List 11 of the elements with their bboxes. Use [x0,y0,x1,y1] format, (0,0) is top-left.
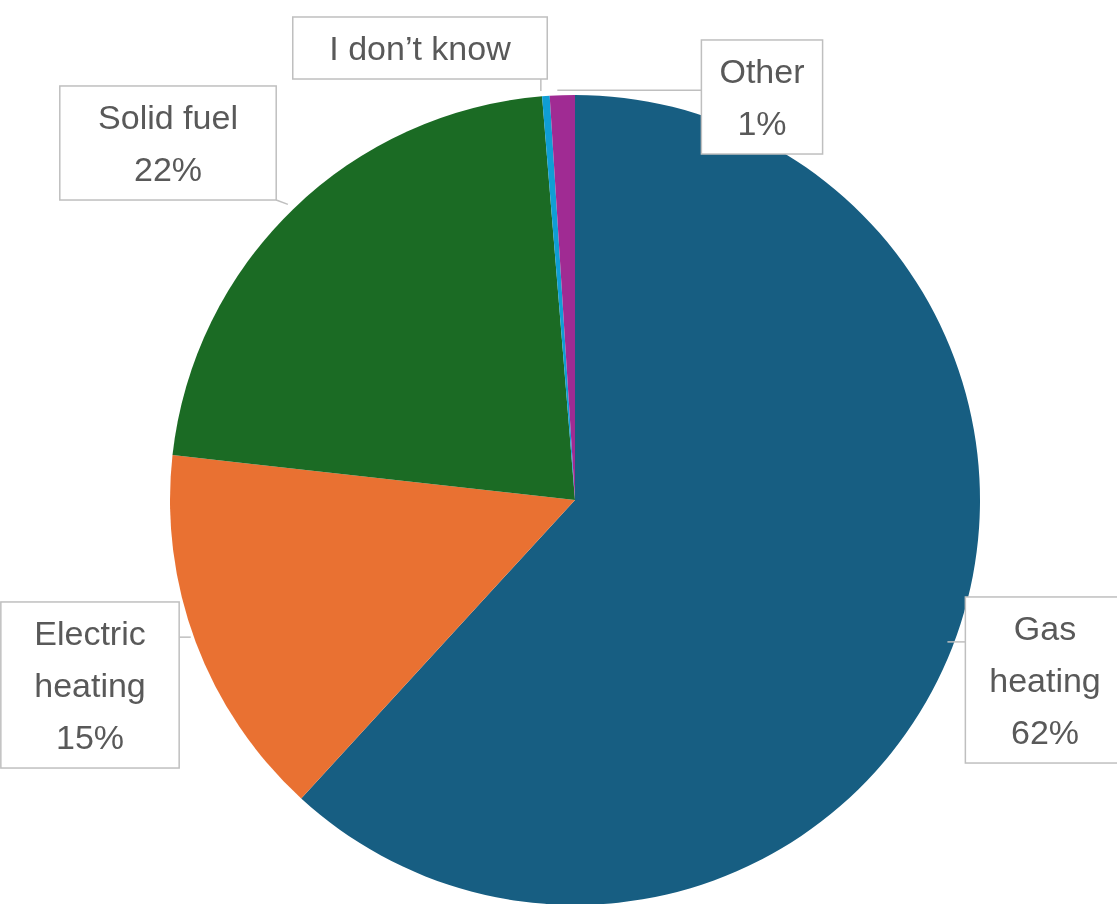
data-label: 1% [737,103,787,142]
data-label: 22% [133,149,203,188]
pie-slice [170,455,575,799]
data-label: 15% [55,717,125,756]
slice-label: I don’t know [329,28,512,67]
slice-label: Electric heating [34,613,146,704]
slice-label: Solid fuel [98,97,238,136]
slice-label: Other [719,51,805,90]
data-label: 62% [1010,712,1080,751]
pie-slice [301,95,980,904]
slice-label: Gas heating [989,608,1101,699]
